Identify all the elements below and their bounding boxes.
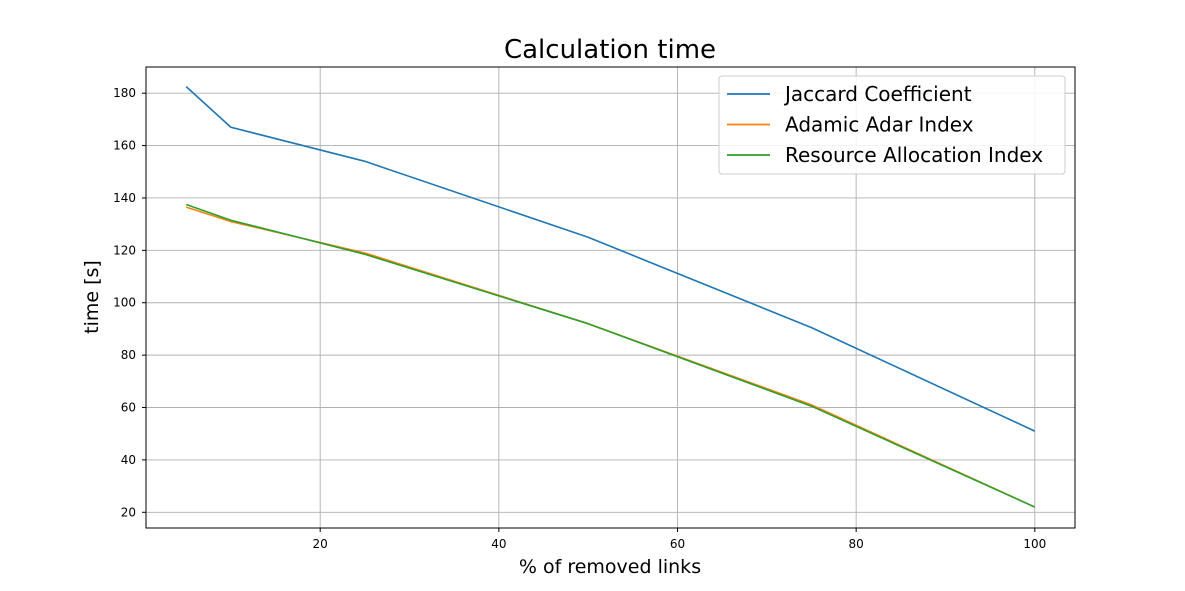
legend-label-resource-allocation-index: Resource Allocation Index (785, 143, 1043, 167)
y-tick-label: 140 (113, 191, 136, 205)
series-line-resource-allocation-index (185, 203, 1036, 508)
y-tick-label: 100 (113, 296, 136, 310)
y-tick-label: 180 (113, 86, 136, 100)
legend: Jaccard Coefficient Adamic Adar Index Reso… (718, 75, 1066, 175)
chart-title: Calculation time (504, 35, 716, 65)
x-tick-label: 20 (313, 537, 328, 551)
ticks-layer: 20 40 60 80 100 20 40 60 80 100 120 140 160 180 (113, 86, 1046, 551)
legend-frame (718, 75, 1066, 175)
y-tick-label: 60 (121, 401, 136, 415)
y-tick-label: 40 (121, 453, 136, 467)
y-tick-label: 120 (113, 243, 136, 257)
series-line-adamic-adar-index (185, 206, 1036, 508)
lines-layer (185, 86, 1036, 508)
y-tick-label: 80 (121, 348, 136, 362)
y-tick-label: 160 (113, 139, 136, 153)
legend-items: Jaccard Coefficient Adamic Adar Index Reso… (727, 82, 1043, 167)
x-tick-label: 100 (1023, 537, 1046, 551)
legend-label-adamic-adar-index: Adamic Adar Index (785, 113, 974, 137)
plot-frame (145, 66, 1076, 529)
x-tick-label: 40 (491, 537, 506, 551)
y-tick-label: 20 (121, 505, 136, 519)
x-tick-label: 60 (670, 537, 685, 551)
x-axis-label: % of removed links (519, 556, 701, 578)
y-axis-label: time [s] (81, 260, 103, 334)
x-tick-label: 80 (849, 537, 864, 551)
series-line-jaccard-coefficient (185, 86, 1036, 432)
legend-label-jaccard-coefficient: Jaccard Coefficient (783, 82, 972, 106)
